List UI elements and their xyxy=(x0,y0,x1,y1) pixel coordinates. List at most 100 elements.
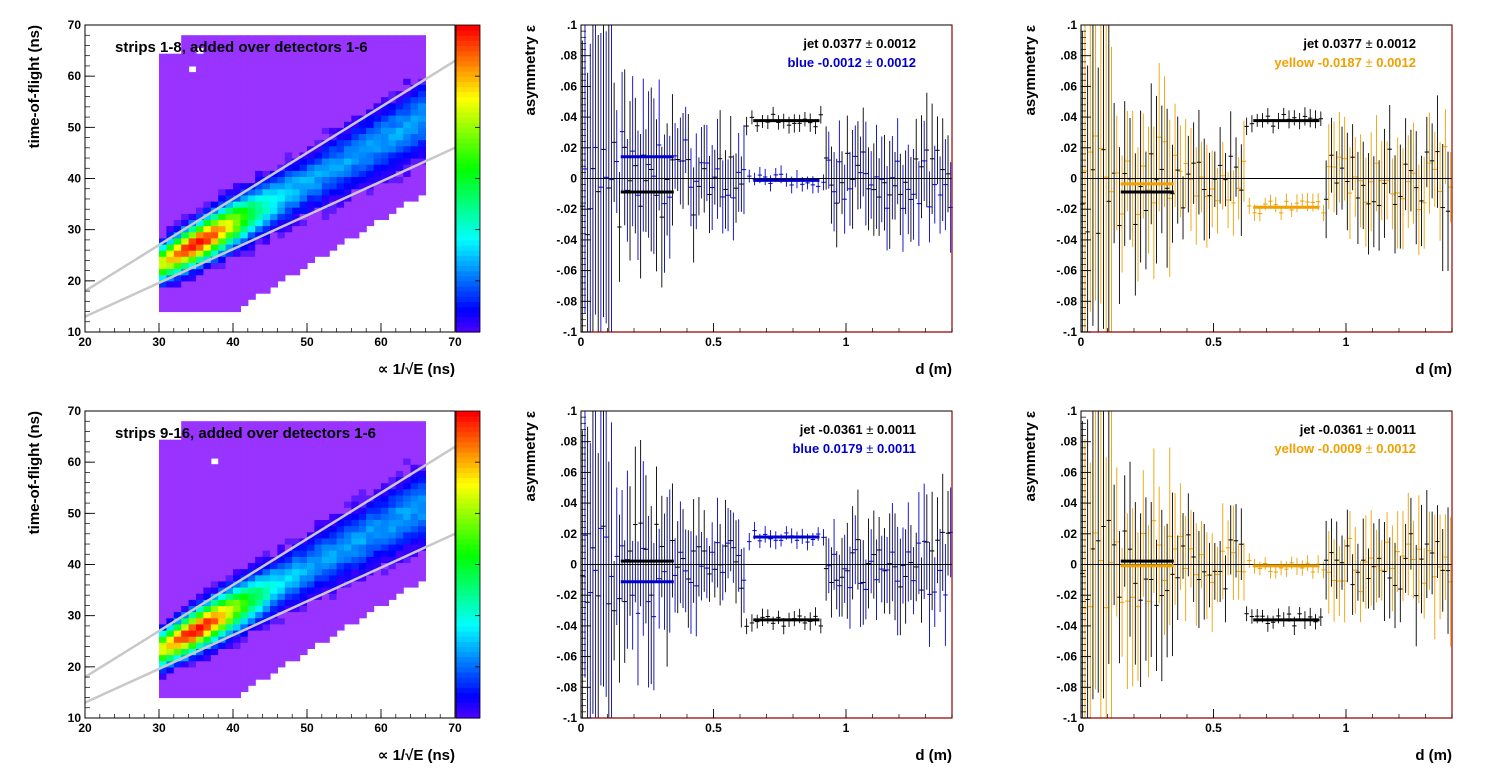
heatmap-cell xyxy=(314,580,323,588)
heatmap-cell xyxy=(284,151,293,159)
heatmap-cell xyxy=(225,580,234,588)
heatmap-cell xyxy=(233,580,241,588)
heatmap-cell xyxy=(255,630,264,637)
heatmap-cell xyxy=(410,78,419,85)
heatmap-cell xyxy=(166,250,175,257)
heatmap-cell xyxy=(418,84,426,92)
heatmap-cell xyxy=(159,250,167,257)
heatmap-cell xyxy=(203,537,212,545)
heatmap-cell xyxy=(292,250,301,257)
heatmap-cell xyxy=(166,654,175,662)
heatmap-cell xyxy=(218,84,227,92)
heatmap-cell xyxy=(233,274,241,282)
heatmap-cell xyxy=(196,170,204,177)
heatmap-cell xyxy=(358,121,367,128)
heatmap-cell xyxy=(344,494,352,502)
x-tick-label: 40 xyxy=(226,721,240,735)
heatmap-cell xyxy=(196,445,204,453)
colorbar-segment xyxy=(456,620,480,627)
colorbar-segment xyxy=(456,533,480,540)
heatmap-cell xyxy=(344,611,352,619)
heatmap-cell xyxy=(173,121,182,128)
heatmap-cell xyxy=(366,451,375,459)
y-tick-label: 30 xyxy=(68,223,82,237)
heatmap-cell xyxy=(373,494,382,502)
heatmap-cell xyxy=(321,451,330,459)
heatmap-cell xyxy=(270,78,278,85)
heatmap-cell xyxy=(247,562,256,570)
heatmap-cell xyxy=(270,599,278,606)
heatmap-cell xyxy=(233,256,241,263)
heatmap-cell xyxy=(203,250,212,257)
heatmap-cell xyxy=(373,531,382,539)
heatmap-cell xyxy=(159,287,167,294)
heatmap-cell xyxy=(336,433,345,441)
heatmap-cell xyxy=(181,587,190,594)
heatmap-cell xyxy=(373,421,382,428)
heatmap-cell xyxy=(225,482,234,490)
heatmap-cell xyxy=(395,182,404,190)
heatmap-cell xyxy=(233,72,241,79)
heatmap-cell xyxy=(277,458,286,465)
heatmap-cell xyxy=(188,213,197,220)
colorbar-segment xyxy=(456,487,480,494)
heatmap-cell xyxy=(247,513,256,520)
heatmap-cell xyxy=(233,482,241,490)
heatmap-cell xyxy=(196,488,204,496)
heatmap-cell xyxy=(299,470,308,478)
heatmap-cell xyxy=(299,648,308,656)
heatmap-cell xyxy=(173,556,182,563)
heatmap-cell xyxy=(284,623,293,631)
heatmap-cell xyxy=(196,507,204,514)
heatmap-cell xyxy=(173,494,182,502)
heatmap-cell xyxy=(307,139,315,147)
heatmap-cell xyxy=(299,433,308,441)
heatmap-cell xyxy=(284,194,293,202)
stat-error: 0.0012 xyxy=(1376,441,1416,456)
heatmap-cell xyxy=(351,164,360,171)
heatmap-cell xyxy=(188,47,197,55)
heatmap-cell xyxy=(196,574,204,582)
heatmap-cell xyxy=(403,65,412,73)
heatmap-cell xyxy=(388,201,397,208)
heatmap-cell xyxy=(255,642,264,649)
colorbar-segment xyxy=(456,421,480,427)
heatmap-cell xyxy=(188,170,197,177)
stat-pm: ± xyxy=(862,36,876,51)
heatmap-cell xyxy=(240,611,249,619)
heatmap-cell xyxy=(196,519,204,527)
heatmap-cell xyxy=(284,482,293,490)
heatmap-cell xyxy=(395,525,404,533)
heatmap-cell xyxy=(240,537,249,545)
heatmap-cell xyxy=(299,421,308,428)
heatmap-cell xyxy=(233,439,241,447)
y-axis-label: asymmetry ε xyxy=(522,25,539,116)
heatmap-cell xyxy=(277,176,286,184)
heatmap-cell xyxy=(381,439,389,447)
colorbar-segment xyxy=(456,492,480,499)
heatmap-cell xyxy=(159,194,167,202)
heatmap-cell xyxy=(381,550,389,557)
heatmap-cell xyxy=(173,605,182,613)
heatmap-cell xyxy=(292,188,301,196)
colorbar-segment xyxy=(456,275,480,282)
heatmap-cell xyxy=(233,617,241,625)
heatmap-cell xyxy=(225,525,234,533)
colorbar-segment xyxy=(456,81,480,87)
heatmap-cell xyxy=(329,617,338,625)
heatmap-cell xyxy=(381,188,389,196)
heatmap-cell xyxy=(299,531,308,539)
heatmap-cell xyxy=(270,587,278,594)
heatmap-cell xyxy=(203,433,212,441)
colorbar-segment xyxy=(456,697,480,704)
x-tick-label: 20 xyxy=(78,335,92,349)
heatmap-cell xyxy=(373,593,382,600)
heatmap-cell xyxy=(299,519,308,527)
heatmap-cell xyxy=(233,488,241,496)
heatmap-cell xyxy=(225,102,234,110)
heatmap-cell xyxy=(314,531,323,539)
heatmap-cells xyxy=(159,35,426,313)
heatmap-cell xyxy=(188,72,197,79)
heatmap-cell xyxy=(270,127,278,134)
heatmap-cell xyxy=(270,151,278,159)
